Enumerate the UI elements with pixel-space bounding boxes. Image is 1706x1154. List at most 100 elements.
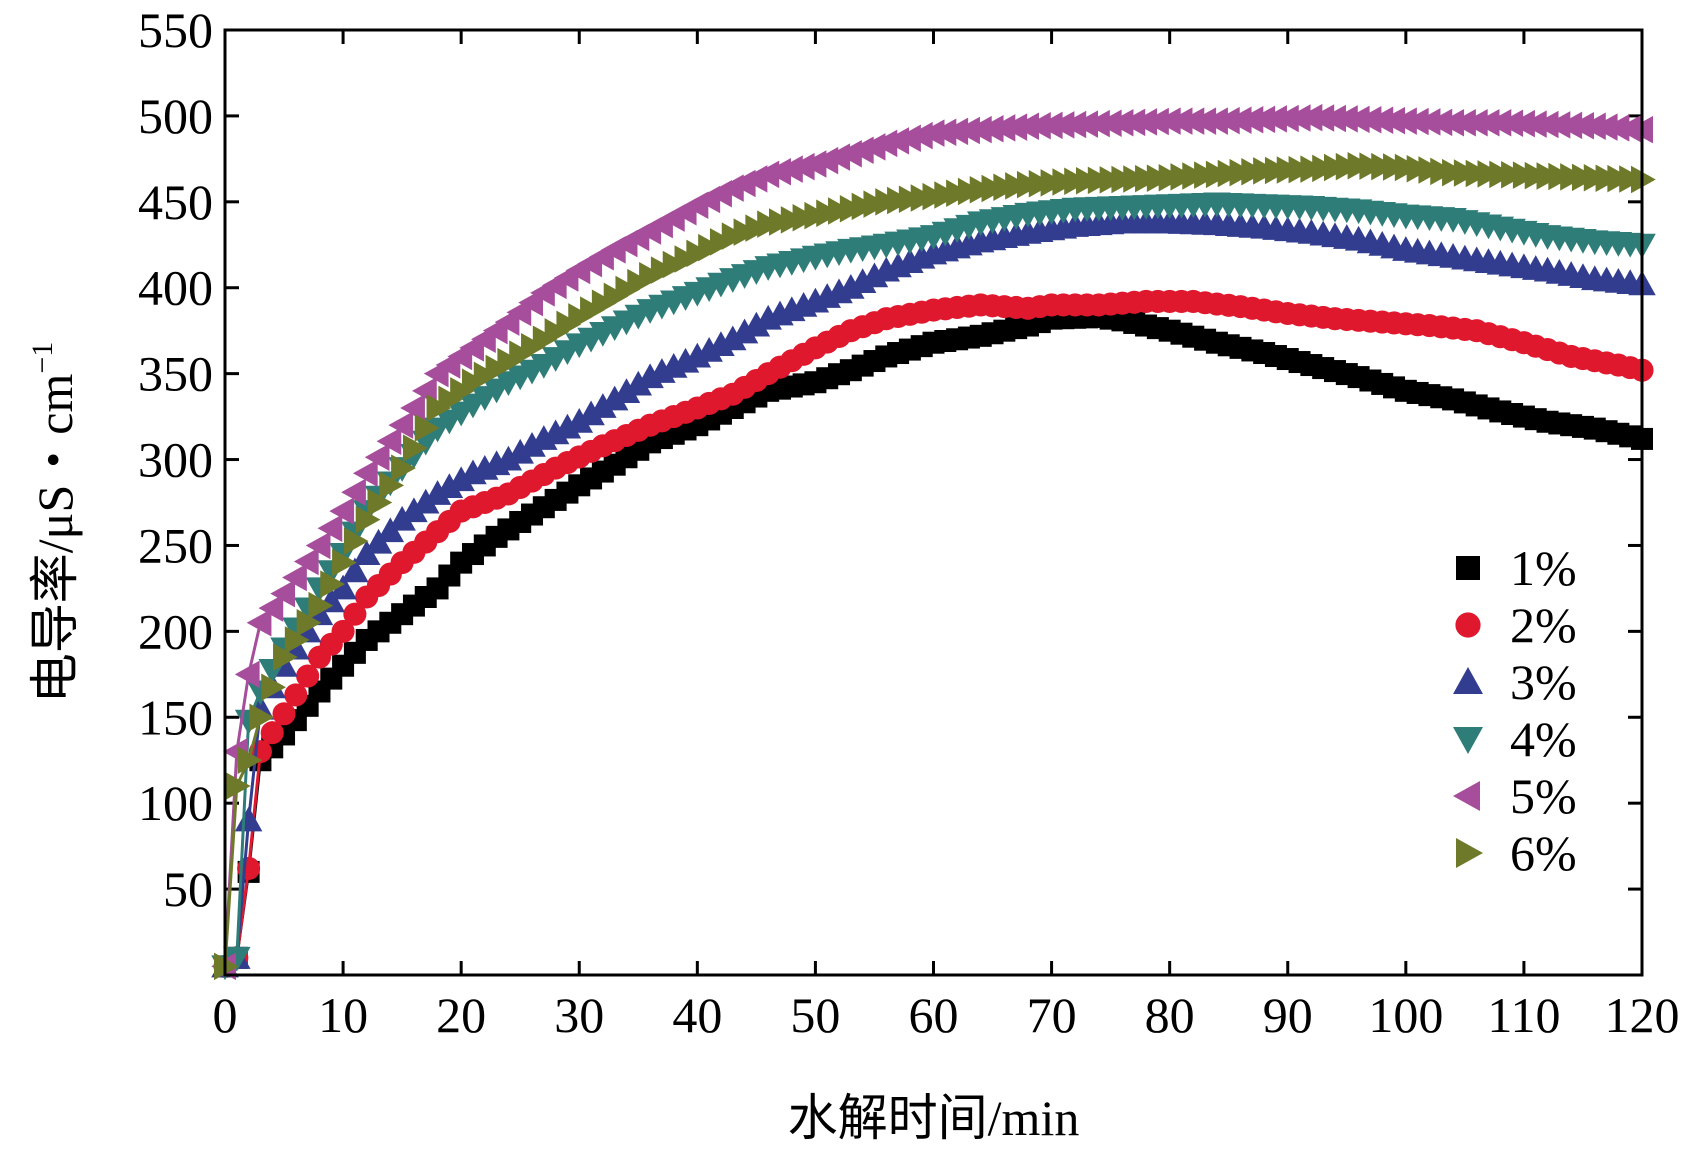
data-point [284, 683, 308, 707]
data-point [1356, 106, 1382, 134]
data-point [284, 626, 310, 654]
data-point [282, 563, 307, 592]
data-point [364, 443, 390, 472]
data-point [565, 407, 593, 433]
data-point [308, 591, 334, 620]
data-point [1120, 108, 1146, 137]
x-tick-label: 120 [1605, 987, 1680, 1043]
data-point [411, 488, 440, 514]
data-point [320, 570, 346, 598]
data-point [1226, 106, 1252, 134]
data-point [1309, 104, 1335, 132]
data-point [1285, 104, 1311, 132]
x-tick-label: 10 [318, 987, 368, 1043]
y-axis-title-group: 电导率/μS・cm−1 [26, 342, 83, 704]
data-point [919, 119, 945, 147]
x-tick-label: 70 [1027, 987, 1077, 1043]
y-axis-title: 电导率/μS・cm−1 [26, 342, 83, 704]
legend-marker [1456, 838, 1483, 868]
y-axis-title-superscript: −1 [26, 342, 59, 374]
data-point [1557, 111, 1583, 140]
data-point [423, 480, 452, 505]
data-point [600, 385, 629, 411]
x-tick-label: 110 [1487, 987, 1560, 1043]
data-point [223, 946, 251, 972]
x-tick-label: 50 [790, 987, 840, 1043]
x-tick-label: 80 [1145, 987, 1195, 1043]
data-point [1085, 109, 1110, 138]
legend-marker [1453, 781, 1480, 811]
data-point [246, 609, 272, 637]
y-tick-label: 50 [163, 861, 213, 917]
data-point [332, 548, 357, 577]
legend-label: 1% [1510, 540, 1577, 596]
y-tick-label: 300 [138, 432, 213, 488]
data-point [1002, 113, 1028, 141]
y-tick-label: 350 [138, 346, 213, 402]
y-tick-label: 550 [138, 2, 213, 58]
data-point [260, 721, 284, 745]
legend-label: 3% [1510, 654, 1577, 710]
data-point [1368, 106, 1394, 134]
data-point [719, 325, 747, 351]
data-point [296, 664, 320, 688]
x-tick-label: 0 [213, 987, 238, 1043]
data-point [612, 378, 641, 403]
data-point [237, 746, 263, 774]
data-point [896, 124, 921, 152]
data-point [400, 394, 425, 422]
data-point [506, 438, 534, 464]
y-axis-ticks: 50 100 150 200 250 300 350 400 450 500 550 [138, 2, 1642, 917]
data-point [624, 370, 653, 396]
series-line [223, 716, 262, 967]
data-point [400, 497, 428, 523]
data-point [343, 527, 369, 555]
data-point [1073, 110, 1099, 138]
data-point [1238, 106, 1264, 134]
y-tick-label: 250 [138, 517, 213, 573]
data-point [447, 466, 475, 492]
y-tick-label: 500 [138, 88, 213, 144]
series-5 [211, 103, 1653, 981]
legend-item: 3% [1453, 654, 1577, 710]
x-tick-label: 30 [554, 987, 604, 1043]
data-point [589, 393, 617, 418]
data-point [955, 116, 980, 145]
x-tick-label: 90 [1263, 987, 1313, 1043]
data-point [1604, 114, 1630, 142]
data-point [966, 115, 992, 144]
legend-label: 5% [1510, 768, 1577, 824]
data-point [730, 318, 759, 344]
data-point [1616, 115, 1642, 143]
data-point [742, 311, 771, 337]
data-point [379, 471, 405, 500]
data-point [367, 488, 393, 517]
x-tick-label: 40 [672, 987, 722, 1043]
data-point [943, 117, 969, 146]
legend-item: 5% [1453, 768, 1577, 824]
data-point [1037, 111, 1063, 140]
data-point [270, 579, 296, 608]
legend-item: 2% [1455, 597, 1577, 653]
plot-frame [223, 28, 1644, 977]
data-point [234, 806, 263, 832]
data-point [331, 619, 355, 643]
data-point [1132, 108, 1158, 136]
data-point [249, 703, 275, 732]
data-point [317, 514, 343, 543]
y-tick-label: 100 [138, 775, 213, 831]
y-tick-label: 200 [138, 603, 213, 659]
data-point [261, 673, 286, 701]
data-point [258, 594, 284, 622]
data-point [376, 427, 402, 455]
data-point [872, 129, 898, 158]
data-point [1321, 104, 1346, 133]
x-tick-label: 20 [436, 987, 486, 1043]
data-point [1108, 109, 1134, 137]
data-point [1510, 109, 1535, 138]
data-point [907, 121, 933, 150]
data-point [293, 547, 319, 576]
data-point [1581, 112, 1606, 140]
data-point [435, 473, 464, 499]
